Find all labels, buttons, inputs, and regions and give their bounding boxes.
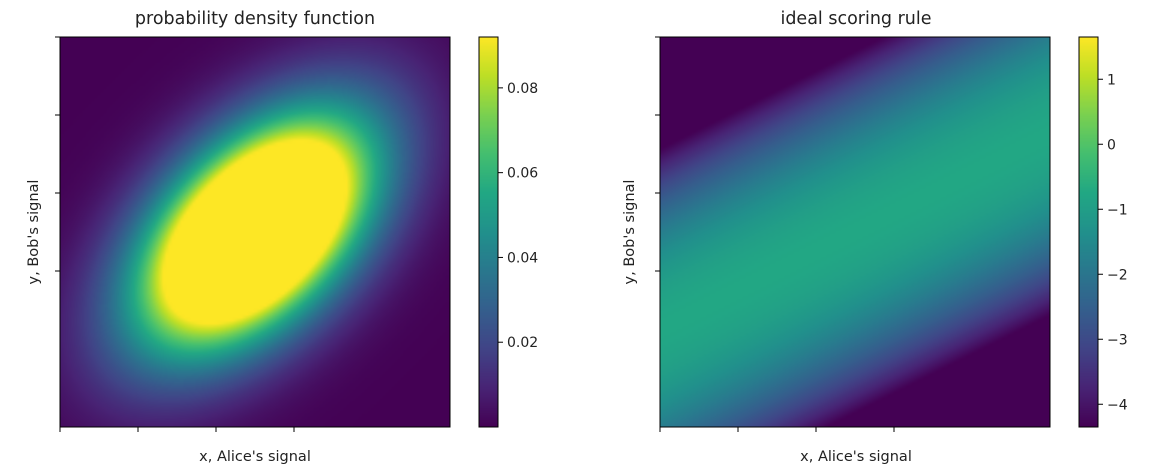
panel-pdf: probability density function x, Alice's … (26, 9, 538, 465)
colorbar-tick-label: 0.06 (507, 166, 538, 182)
x-ticks-scoring (659, 427, 895, 432)
colorbar-tick-label: 0.04 (507, 250, 538, 266)
plot-frame-scoring (659, 36, 1051, 428)
chart-title-scoring: ideal scoring rule (780, 9, 931, 29)
y-ticks-pdf (55, 36, 60, 272)
x-ticks-pdf (59, 427, 295, 432)
plot-frame-pdf (59, 36, 451, 428)
colorbar-ticks-scoring: −4 −3 −2 −1 0 1 (1098, 72, 1128, 413)
colorbar-frame-scoring (1078, 36, 1099, 428)
colorbar-tick-label: −2 (1107, 267, 1128, 283)
colorbar-pdf (479, 37, 498, 427)
colorbar-tick-label: −4 (1107, 397, 1128, 413)
y-axis-label-pdf: y, Bob's signal (26, 180, 42, 285)
colorbar-tick-label: 0.02 (507, 335, 538, 351)
panel-scoring: ideal scoring rule x, Alice's signal y, … (622, 9, 1128, 465)
heatmap-scoring (660, 37, 1050, 427)
y-ticks-scoring (655, 36, 660, 272)
colorbar-tick-label: 0 (1107, 137, 1116, 153)
heatmap-pdf (60, 37, 450, 427)
x-axis-label-scoring: x, Alice's signal (800, 449, 912, 465)
colorbar-tick-label: −1 (1107, 202, 1128, 218)
y-axis-label-scoring: y, Bob's signal (622, 180, 638, 285)
chart-title-pdf: probability density function (135, 9, 375, 29)
colorbar-tick-label: 1 (1107, 72, 1116, 88)
colorbar-tick-label: 0.08 (507, 81, 538, 97)
colorbar-ticks-pdf: 0.02 0.04 0.06 0.08 (498, 81, 538, 351)
colorbar-scoring (1079, 37, 1098, 427)
colorbar-tick-label: −3 (1107, 332, 1128, 348)
colorbar-frame-pdf (478, 36, 499, 428)
x-axis-label-pdf: x, Alice's signal (199, 449, 311, 465)
